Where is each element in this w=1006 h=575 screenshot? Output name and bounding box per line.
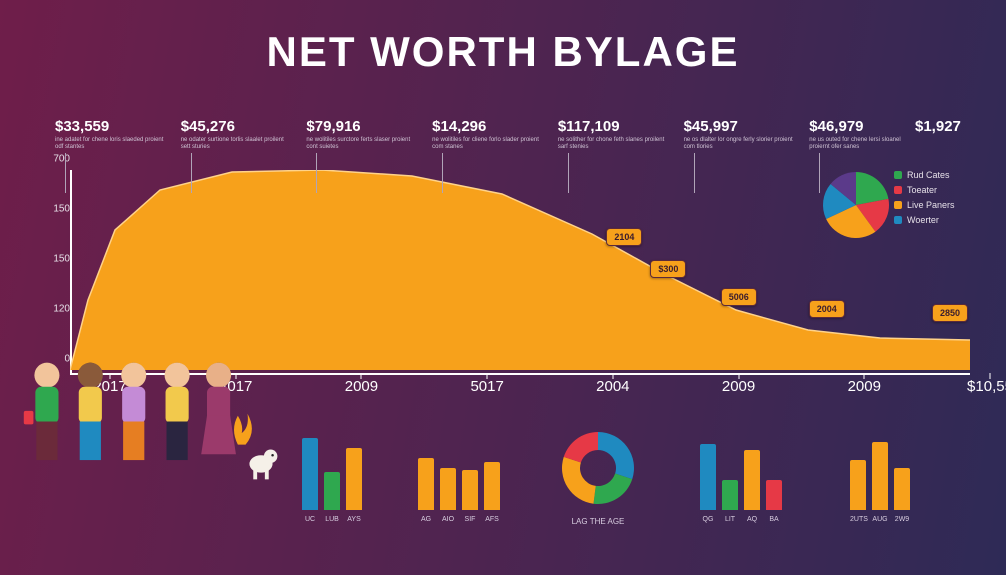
callout-sub: ne us outed for chene lersi sloanel proi… (809, 137, 919, 151)
mini-bar (302, 438, 318, 510)
mini-bar (872, 442, 888, 510)
mini-bar-chart: AG AIO SIF AFS (418, 430, 500, 540)
tickmark (864, 373, 865, 379)
callout-sub: ne solither for chone feth slanes proile… (558, 137, 668, 151)
donut-label: LAG THE AGE (560, 517, 636, 526)
mini-bar (440, 468, 456, 510)
x-tick: 2004 (596, 378, 629, 395)
x-tick: 5017 (470, 378, 503, 395)
mini-bar (722, 480, 738, 510)
callout-sub: ine adatet for chene loris slaeded proie… (55, 137, 165, 151)
x-tick: 2009 (345, 378, 378, 395)
callout-sub: ne wolitiles surctore ferts slaser proie… (306, 137, 416, 151)
mini-bar-label: 2W9 (894, 516, 910, 523)
callout: $45,997 ne os dlalter lor ongre ferly slo… (684, 118, 794, 151)
callout-sub: ne wolitiles for cliene forlo slader pro… (432, 137, 542, 151)
donut-slice (598, 432, 634, 479)
y-tick: 120 (40, 304, 70, 315)
callout-value: $45,276 (181, 118, 291, 135)
x-tick: 2009 (722, 378, 755, 395)
curve-pill: 5006 (721, 288, 757, 306)
curve-pill: $300 (650, 260, 686, 278)
curve-pill: 2004 (809, 300, 845, 318)
mini-bar-label: LIT (722, 516, 738, 523)
x-tick: 2009 (848, 378, 881, 395)
mini-donut-chart: LAG THE AGE (560, 430, 636, 526)
callout: $45,276 ne odater surtione torlis slaalet… (181, 118, 291, 151)
curve-pill: 2104 (606, 228, 642, 246)
legend-row: Rud Cates (894, 170, 955, 180)
mini-bar (744, 450, 760, 510)
legend-swatch (894, 216, 902, 224)
mini-bar-label: QG (700, 516, 716, 523)
mini-bar-label: LUB (324, 516, 340, 523)
mini-bar-chart: UC LUB AYS (302, 430, 362, 540)
callout-value: $79,916 (306, 118, 416, 135)
mini-bar-label: AYS (346, 516, 362, 523)
tickmark (612, 373, 613, 379)
callout: $46,979 ne us outed for chene lersi sloan… (809, 118, 919, 151)
callout-sub: ne odater surtione torlis slaalet proile… (181, 137, 291, 151)
callout-value: $45,997 (684, 118, 794, 135)
legend-label: Woerter (907, 215, 939, 225)
legend-swatch (894, 171, 902, 179)
mini-bar (766, 480, 782, 510)
mini-bar (894, 468, 910, 510)
legend-label: Toeater (907, 185, 937, 195)
mini-bar (418, 458, 434, 510)
legend-label: Live Paners (907, 200, 955, 210)
mini-bar (700, 444, 716, 510)
mini-bar (346, 448, 362, 510)
callout: $14,296 ne wolitiles for cliene forlo sla… (432, 118, 542, 151)
callout: $117,109 ne solither for chone feth slane… (558, 118, 668, 151)
pie-chart: Rud Cates Toeater Live Paners Woerter (816, 170, 976, 250)
mini-bar-chart: QG LIT AQ BA (700, 430, 782, 540)
tickmark (487, 373, 488, 379)
callout-value: $1,927 (915, 118, 1006, 135)
legend-row: Woerter (894, 215, 955, 225)
callout-value: $33,559 (55, 118, 165, 135)
callout-value: $14,296 (432, 118, 542, 135)
page-title: NET WORTH BYLAGE (0, 28, 1006, 76)
legend-label: Rud Cates (907, 170, 950, 180)
callout-value: $46,979 (809, 118, 919, 135)
donut-slice (564, 432, 598, 462)
callout: $1,927 (915, 118, 1006, 135)
donut-slice (593, 474, 632, 504)
legend-row: Live Paners (894, 200, 955, 210)
callout-sub: ne os dlalter lor ongre ferly slorier pr… (684, 137, 794, 151)
pie-legend: Rud Cates Toeater Live Paners Woerter (894, 170, 955, 230)
mini-bar (850, 460, 866, 510)
callout: $79,916 ne wolitiles surctore ferts slase… (306, 118, 416, 151)
mini-bar-label: UC (302, 516, 318, 523)
mini-bar-label: AIO (440, 516, 456, 523)
mini-bar-label: SIF (462, 516, 478, 523)
curve-pill: 2850 (932, 304, 968, 322)
y-tick: 150 (40, 254, 70, 265)
mini-bar (462, 470, 478, 510)
mini-bar (324, 472, 340, 510)
tickmark (738, 373, 739, 379)
x-tick: $10,55 (967, 378, 1006, 395)
callout: $33,559 ine adatet for chene loris slaede… (55, 118, 165, 151)
mini-bar (484, 462, 500, 510)
callout-value: $117,109 (558, 118, 668, 135)
mini-bar-label: 2UTS (850, 516, 866, 523)
tickmark (990, 373, 991, 379)
legend-swatch (894, 201, 902, 209)
tickmark (361, 373, 362, 379)
pie-svg (816, 170, 891, 245)
bottom-charts: UC LUB AYS AG AIO SIF AFS LAG THE AGE QG LIT AQ BA 2… (0, 430, 1006, 570)
mini-bar-label: AFS (484, 516, 500, 523)
legend-swatch (894, 186, 902, 194)
mini-bar-label: AG (418, 516, 434, 523)
mini-bar-label: AQ (744, 516, 760, 523)
mini-bar-label: AUG (872, 516, 888, 523)
legend-row: Toeater (894, 185, 955, 195)
donut-slice (562, 457, 596, 504)
y-tick: 150 (40, 204, 70, 215)
mini-bar-chart: 2UTS AUG 2W9 (850, 430, 910, 540)
mini-bar-label: BA (766, 516, 782, 523)
